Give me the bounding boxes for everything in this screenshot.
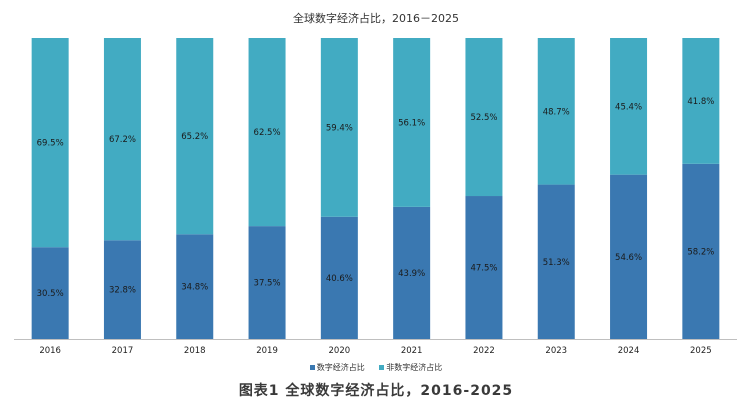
data-label-digital-2024: 54.6% [615,253,642,263]
x-tick-label-2022: 2022 [473,346,495,356]
data-label-digital-2018: 34.8% [181,283,208,293]
bar-digital-2024 [610,174,648,339]
bar-digital-2025 [682,163,720,339]
data-label-non-digital-2023: 48.7% [543,107,570,117]
bar-digital-2020 [320,216,358,339]
bar-digital-2023 [537,184,575,339]
legend-swatch-non-digital [379,365,385,370]
bar-digital-2018 [176,234,214,339]
data-label-digital-2016: 30.5% [37,289,64,299]
bar-non-digital-2019 [248,38,286,227]
chart-legend: 数字经济占比 非数字经济占比 [0,362,752,373]
x-tick-label-2025: 2025 [690,346,712,356]
data-label-digital-2021: 43.9% [398,269,425,279]
x-tick-label-2024: 2024 [618,346,640,356]
data-label-non-digital-2018: 65.2% [181,132,208,142]
data-label-non-digital-2016: 69.5% [37,139,64,149]
stacked-bar-chart: 30.5% 69.5% 2016 32.8% 67.2% 2017 34.8% 65.2% 20… [14,38,737,356]
x-tick-label-2017: 2017 [112,346,134,356]
data-label-digital-2025: 58.2% [687,247,714,257]
bar-non-digital-2023 [537,38,575,185]
bar-digital-2021 [393,206,431,339]
bar-non-digital-2017 [103,38,141,241]
bar-digital-2019 [248,226,286,339]
data-label-digital-2020: 40.6% [326,274,353,284]
bar-non-digital-2025 [682,38,720,164]
x-tick-label-2023: 2023 [545,346,567,356]
legend-item-non-digital: 非数字经济占比 [379,362,442,373]
figure-caption: 图表1 全球数字经济占比，2016-2025 [238,383,514,399]
data-label-non-digital-2024: 45.4% [615,102,642,112]
data-label-digital-2019: 37.5% [254,279,281,289]
data-label-non-digital-2020: 59.4% [326,123,353,133]
legend-label-non-digital: 非数字经济占比 [386,363,443,372]
bar-digital-2022 [465,196,503,339]
bar-non-digital-2022 [465,38,503,197]
legend-label-digital: 数字经济占比 [316,363,365,372]
data-label-non-digital-2021: 56.1% [398,118,425,128]
bar-non-digital-2018 [176,38,214,235]
data-label-digital-2017: 32.8% [109,286,136,296]
legend-item-digital: 数字经济占比 [309,362,365,373]
data-label-digital-2022: 47.5% [470,264,497,274]
chart-title: 全球数字经济占比，2016－2025 [293,12,459,25]
legend-swatch-digital [309,365,315,370]
x-tick-label-2019: 2019 [256,346,278,356]
x-tick-label-2018: 2018 [184,346,206,356]
x-tick-label-2021: 2021 [401,346,423,356]
data-label-non-digital-2022: 52.5% [470,113,497,123]
data-label-non-digital-2025: 41.8% [687,97,714,107]
bar-non-digital-2020 [320,38,358,217]
data-label-digital-2023: 51.3% [543,258,570,268]
x-tick-label-2016: 2016 [39,346,61,356]
bar-non-digital-2024 [610,38,648,175]
data-label-non-digital-2019: 62.5% [254,128,281,138]
x-tick-label-2020: 2020 [329,346,351,356]
bar-non-digital-2021 [393,38,431,207]
data-label-non-digital-2017: 67.2% [109,135,136,145]
bar-digital-2017 [103,240,141,339]
bar-digital-2016 [31,247,69,339]
bar-non-digital-2016 [31,38,69,248]
